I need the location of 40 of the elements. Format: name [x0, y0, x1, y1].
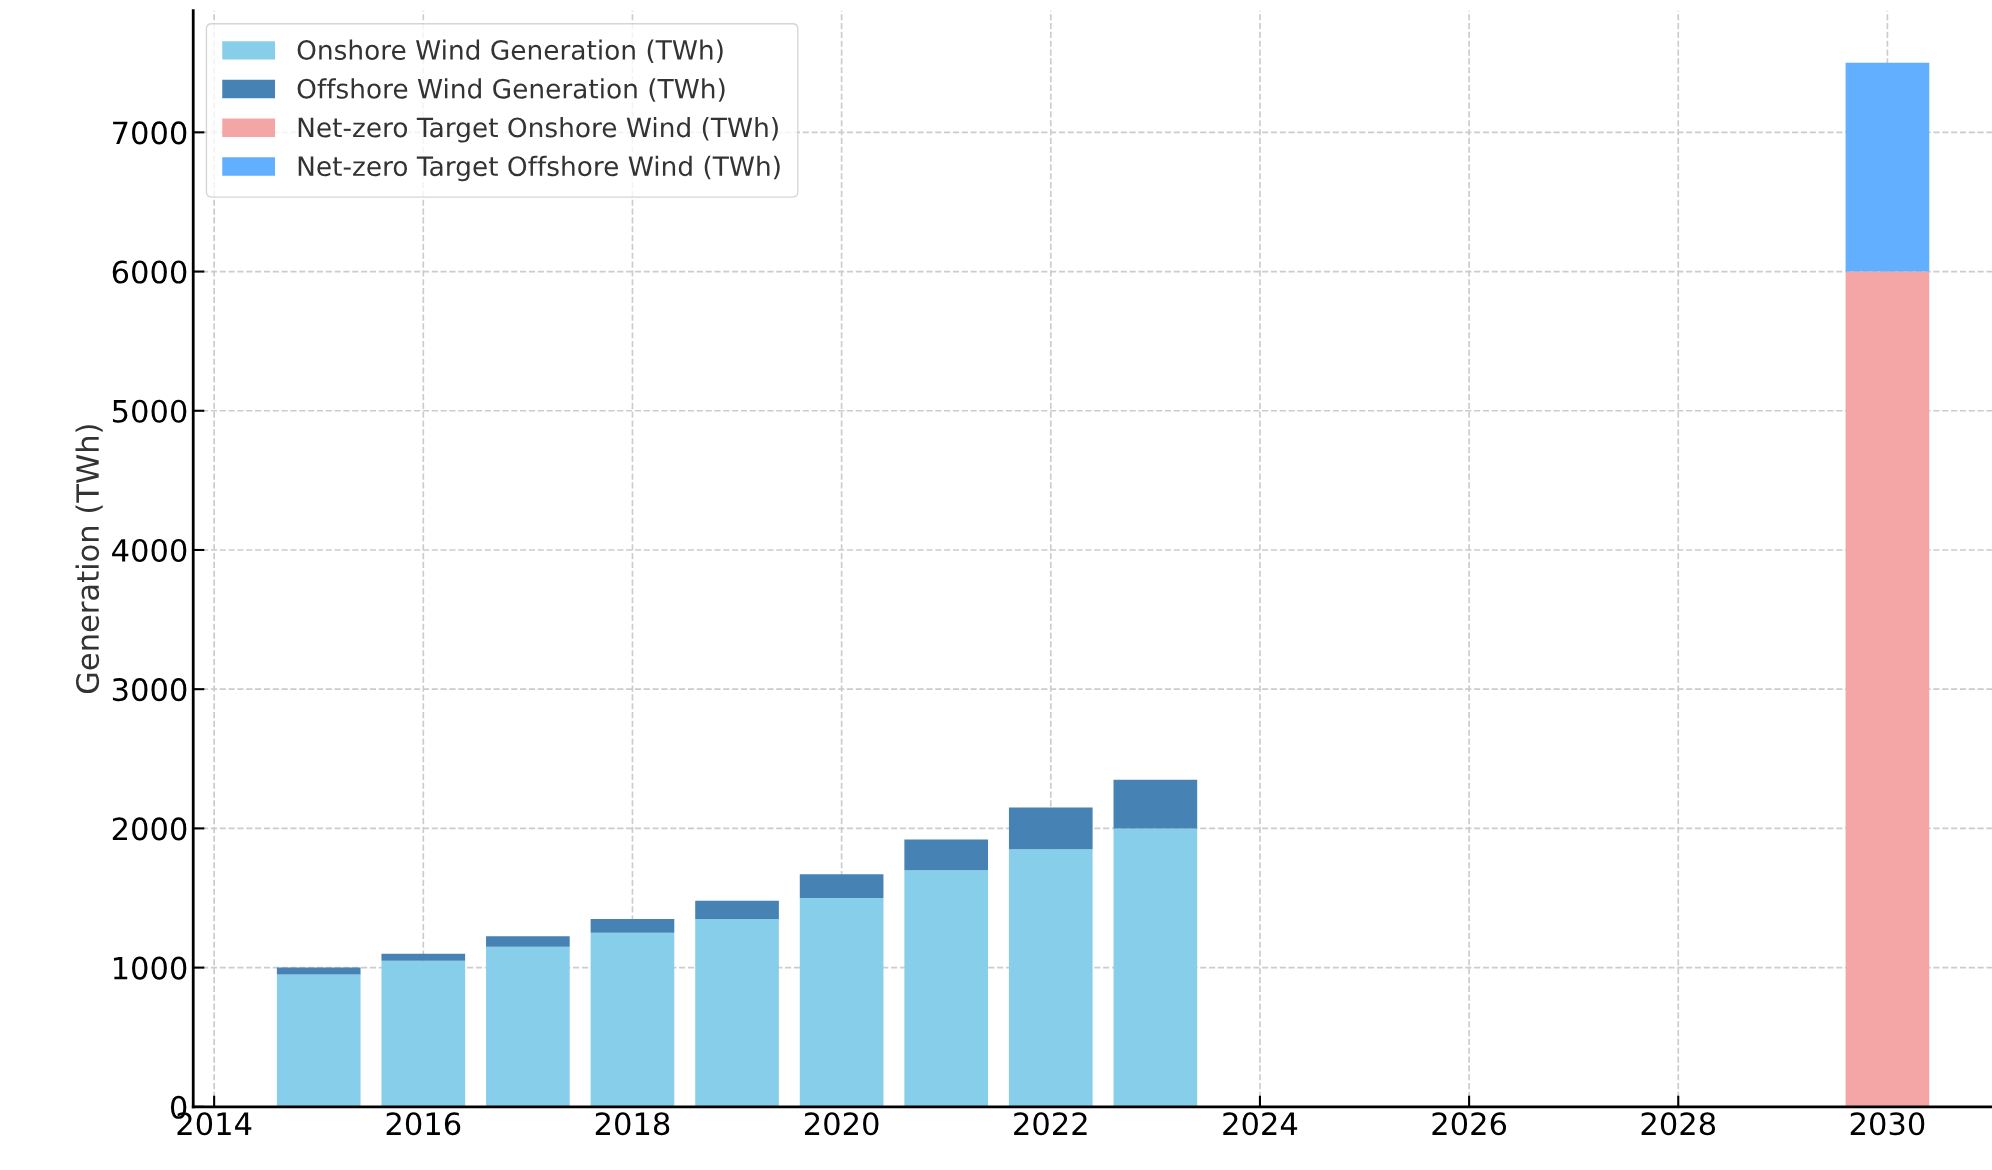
y-tick-label: 1000 — [113, 956, 187, 980]
bar — [904, 839, 989, 871]
y-tick-label: 3000 — [112, 678, 187, 702]
bar — [381, 960, 466, 1107]
bar — [1113, 828, 1198, 1107]
bar — [276, 974, 361, 1107]
y-tick-label: 2000 — [112, 817, 187, 841]
bar — [1845, 271, 1930, 1107]
bar — [695, 900, 779, 919]
x-tick-label: 2022 — [1014, 1112, 1087, 1136]
y-tick-label: 7000 — [113, 121, 187, 145]
bar — [590, 918, 675, 933]
bar — [1113, 779, 1198, 829]
x-tick-label: 2018 — [595, 1112, 670, 1136]
bar — [276, 967, 361, 975]
legend-label: Offshore Wind Generation (TWh) — [297, 78, 725, 102]
legend-label: Onshore Wind Generation (TWh) — [297, 39, 723, 64]
legend-label: Net-zero Target Offshore Wind (TWh) — [298, 155, 780, 182]
y-tick-label: 4000 — [112, 538, 187, 563]
y-tick-label: 5000 — [112, 399, 187, 423]
y-tick-label: 6000 — [112, 260, 187, 284]
x-tick-label: 2020 — [804, 1112, 879, 1136]
bar — [1845, 62, 1930, 272]
bar — [486, 936, 570, 947]
bar — [695, 918, 779, 1107]
bar — [590, 932, 675, 1107]
x-tick-label: 2016 — [386, 1112, 461, 1136]
x-tick-label: 2024 — [1223, 1112, 1298, 1136]
x-tick-label: 2028 — [1641, 1112, 1716, 1136]
x-tick-label: 2030 — [1850, 1112, 1925, 1136]
x-tick-label: 2026 — [1432, 1112, 1507, 1136]
bar — [799, 874, 884, 898]
bar — [486, 946, 570, 1107]
y-axis-title: Generation (TWh) — [75, 425, 103, 694]
bar — [381, 953, 466, 961]
bar — [1008, 849, 1093, 1107]
bar — [904, 870, 989, 1107]
legend-label: Net-zero Target Onshore Wind (TWh) — [298, 117, 778, 143]
bar — [1008, 807, 1093, 850]
bar — [799, 898, 884, 1107]
